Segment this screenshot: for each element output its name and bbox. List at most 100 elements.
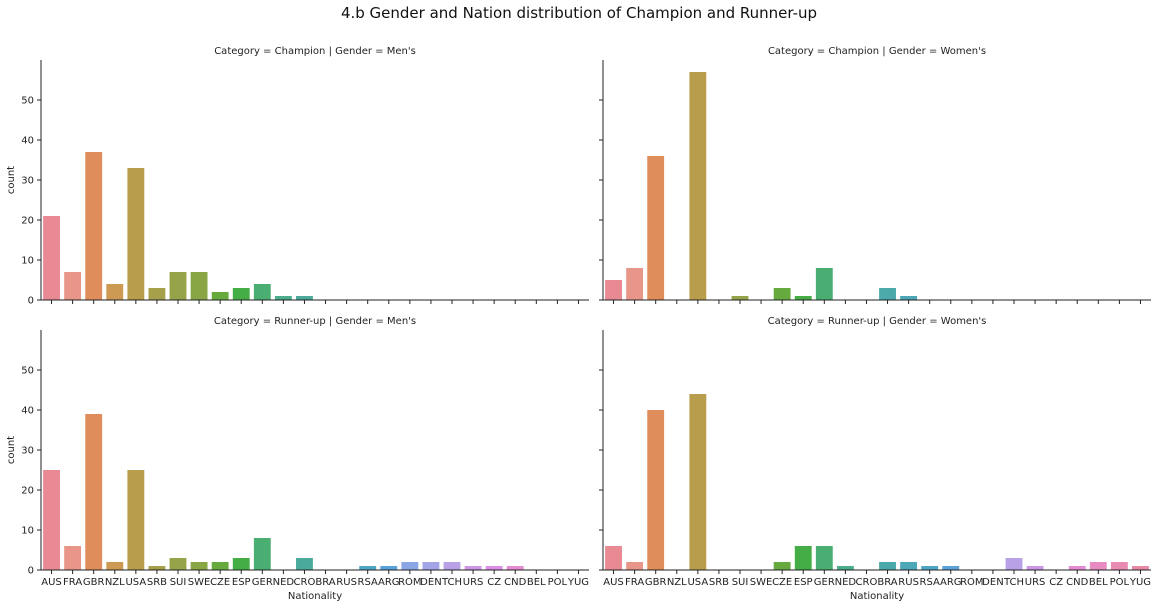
bar <box>359 566 377 570</box>
x-tick-label: SUI <box>732 577 749 588</box>
x-tick-label: ESP <box>232 577 251 588</box>
x-tick-label: RSA <box>358 577 378 588</box>
x-tick-label: ARG <box>378 577 400 588</box>
y-tick-label: 20 <box>21 216 34 227</box>
x-tick-label: BRA <box>315 577 335 588</box>
bar <box>879 288 896 300</box>
bar <box>464 566 482 570</box>
x-tick-label: FRA <box>625 577 644 588</box>
x-tick-label: RSA <box>920 577 940 588</box>
x-tick-label: NZL <box>667 577 687 588</box>
bar <box>1068 566 1086 570</box>
x-tick-label: YUG <box>567 577 589 588</box>
x-tick-label: TCH <box>441 577 462 588</box>
x-tick-label: CND <box>504 577 526 588</box>
bar <box>647 156 665 300</box>
bar <box>85 414 103 570</box>
y-tick-label: 30 <box>21 176 34 187</box>
x-tick-label: DEN <box>982 577 1004 588</box>
x-tick-label: CRO <box>294 577 316 588</box>
x-tick-label: NZL <box>105 577 125 588</box>
panel-title: Category = Runner-up | Gender = Women's <box>768 316 987 327</box>
bar <box>64 272 82 300</box>
x-tick-label: CZ <box>487 577 501 588</box>
x-tick-label: ROM <box>960 577 983 588</box>
bar <box>43 470 60 570</box>
bar <box>274 296 292 300</box>
panel-title: Category = Champion | Gender = Women's <box>768 46 986 57</box>
bar <box>1026 566 1044 570</box>
bar <box>443 562 461 570</box>
x-axis-label: Nationality <box>850 591 904 602</box>
x-tick-label: CRO <box>856 577 878 588</box>
bar <box>211 292 229 300</box>
y-axis-label: count <box>6 166 17 194</box>
x-tick-label: GER <box>814 577 835 588</box>
bar <box>1005 558 1023 570</box>
y-tick-label: 0 <box>28 566 34 577</box>
bar <box>148 288 166 300</box>
y-tick-label: 10 <box>21 256 34 267</box>
bar <box>127 470 145 570</box>
x-tick-label: YUG <box>1129 577 1151 588</box>
y-tick-label: 0 <box>28 296 34 307</box>
x-tick-label: CZE <box>772 577 792 588</box>
bar <box>232 288 250 300</box>
x-tick-label: NED <box>273 577 295 588</box>
bar <box>689 394 707 570</box>
x-tick-label: USA <box>125 577 146 588</box>
bar <box>190 562 208 570</box>
x-tick-label: CND <box>1066 577 1088 588</box>
facet-panel: Category = Champion | Gender = Women's <box>599 46 1151 304</box>
x-tick-label: URS <box>1025 577 1046 588</box>
x-tick-label: POL <box>1110 577 1130 588</box>
bar <box>85 152 103 300</box>
bar <box>605 280 622 300</box>
x-tick-label: NED <box>835 577 857 588</box>
x-tick-label: ARG <box>940 577 962 588</box>
x-tick-label: SRB <box>709 577 729 588</box>
x-tick-label: RUS <box>336 577 357 588</box>
bar <box>64 546 82 570</box>
bar <box>506 566 524 570</box>
bar <box>296 558 313 570</box>
x-tick-label: BRA <box>877 577 897 588</box>
x-tick-label: CZE <box>210 577 230 588</box>
bar <box>106 562 124 570</box>
bar <box>815 268 833 300</box>
x-tick-label: SUI <box>170 577 187 588</box>
panel-title: Category = Champion | Gender = Men's <box>214 46 416 57</box>
bar <box>794 546 812 570</box>
x-tick-label: TCH <box>1003 577 1024 588</box>
x-tick-label: BEL <box>1089 577 1108 588</box>
y-axis-label: count <box>6 436 17 464</box>
bar <box>900 296 918 300</box>
bar <box>815 546 833 570</box>
y-tick-label: 40 <box>21 136 34 147</box>
panel-title: Category = Runner-up | Gender = Men's <box>214 316 416 327</box>
bar <box>731 296 749 300</box>
x-tick-label: USA <box>687 577 708 588</box>
bar <box>127 168 145 300</box>
bar <box>253 284 271 300</box>
bar <box>605 546 622 570</box>
x-tick-label: GBR <box>645 577 667 588</box>
bar <box>773 288 791 300</box>
x-tick-label: RUS <box>898 577 919 588</box>
bar <box>626 268 644 300</box>
y-tick-label: 50 <box>21 96 34 107</box>
bar <box>626 562 644 570</box>
chart-title: 4.b Gender and Nation distribution of Ch… <box>340 4 818 22</box>
bar <box>1132 566 1149 570</box>
bar <box>1110 562 1128 570</box>
bar <box>836 566 854 570</box>
bar <box>773 562 791 570</box>
x-tick-label: CZ <box>1049 577 1063 588</box>
bar <box>900 562 918 570</box>
bar <box>422 562 440 570</box>
x-tick-label: POL <box>548 577 568 588</box>
bar <box>689 72 707 300</box>
x-tick-label: AUS <box>41 577 62 588</box>
bar <box>190 272 208 300</box>
x-tick-label: BEL <box>527 577 546 588</box>
